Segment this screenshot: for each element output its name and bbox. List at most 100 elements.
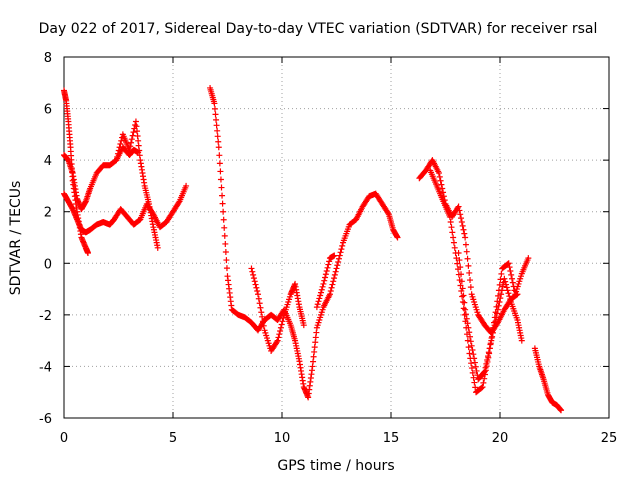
data-point (495, 302, 502, 309)
data-point (216, 160, 223, 167)
data-point (175, 199, 182, 206)
data-point (319, 283, 326, 290)
x-tick-labels: 0 5 10 15 20 25 (60, 431, 617, 446)
x-tick-label: 10 (274, 431, 291, 446)
data-point (471, 359, 478, 366)
data-point (458, 278, 465, 285)
data-point (250, 275, 257, 282)
data-points (61, 84, 565, 414)
data-point (503, 284, 510, 291)
series-6 (313, 252, 338, 311)
data-point (326, 258, 333, 265)
data-point (486, 345, 493, 352)
series-10 (531, 345, 565, 414)
data-point (471, 379, 478, 386)
data-point (450, 234, 457, 241)
data-point (473, 367, 480, 374)
data-point (334, 262, 341, 269)
data-point (470, 374, 477, 381)
data-point (466, 350, 473, 357)
data-point (450, 239, 457, 246)
data-point (493, 314, 500, 321)
y-tick-label: 6 (44, 103, 52, 118)
data-point (114, 153, 121, 160)
data-point (325, 261, 332, 268)
data-point (504, 260, 511, 267)
data-point (468, 342, 475, 349)
data-point (211, 100, 218, 107)
data-point (459, 293, 466, 300)
data-point (498, 270, 505, 277)
data-point (505, 260, 512, 267)
data-point (332, 268, 339, 275)
data-point (461, 230, 468, 237)
x-tick-label: 15 (383, 431, 400, 446)
data-point (459, 222, 466, 229)
data-point (116, 144, 123, 151)
data-point (130, 129, 137, 136)
data-point (211, 105, 218, 112)
data-point (461, 299, 468, 306)
data-point (84, 249, 91, 256)
data-point (331, 252, 338, 259)
data-point (501, 275, 508, 282)
data-point (446, 213, 453, 220)
data-point (498, 287, 505, 294)
y-tick-label: -4 (39, 360, 52, 375)
data-point (223, 265, 230, 272)
data-point (132, 122, 139, 129)
data-point (467, 284, 474, 291)
grid-lines (64, 57, 609, 418)
data-point (314, 301, 321, 308)
data-point (213, 116, 220, 123)
data-point (464, 255, 471, 262)
data-point (480, 379, 487, 386)
data-point (183, 182, 190, 189)
data-point (470, 351, 477, 358)
data-point (221, 232, 228, 239)
data-point (275, 334, 282, 341)
data-point (259, 318, 266, 325)
data-point (466, 269, 473, 276)
data-point (454, 260, 461, 267)
data-point (465, 344, 472, 351)
data-point (385, 210, 392, 217)
data-point (455, 249, 462, 256)
data-point (250, 271, 257, 278)
data-point (323, 268, 330, 275)
data-point (467, 333, 474, 340)
data-point (467, 277, 474, 284)
data-point (462, 306, 469, 313)
data-point (467, 338, 474, 345)
x-tick-label: 5 (169, 431, 177, 446)
data-point (278, 321, 285, 328)
axis-ticks (63, 56, 610, 419)
x-tick-label: 25 (601, 431, 618, 446)
data-point (451, 244, 458, 251)
data-point (212, 111, 219, 118)
data-point (113, 157, 120, 164)
plot-frame (63, 56, 610, 419)
data-point (506, 264, 513, 271)
data-point (326, 291, 333, 298)
data-point (497, 295, 504, 302)
data-point (494, 310, 501, 317)
data-point (331, 271, 338, 278)
y-axis-label: SDTVAR / TECUs (8, 181, 24, 296)
data-point (468, 360, 475, 367)
data-point (498, 291, 505, 298)
data-point (330, 278, 337, 285)
data-point (277, 327, 284, 334)
x-axis-label: GPS time / hours (277, 458, 394, 474)
data-point (485, 353, 492, 360)
data-point (213, 122, 220, 129)
data-point (322, 274, 329, 281)
data-point (456, 257, 463, 264)
data-point (335, 255, 342, 262)
data-point (459, 298, 466, 305)
data-point (508, 271, 515, 278)
data-point (251, 278, 258, 285)
data-point (458, 215, 465, 222)
data-point (463, 248, 470, 255)
data-point (337, 249, 344, 256)
